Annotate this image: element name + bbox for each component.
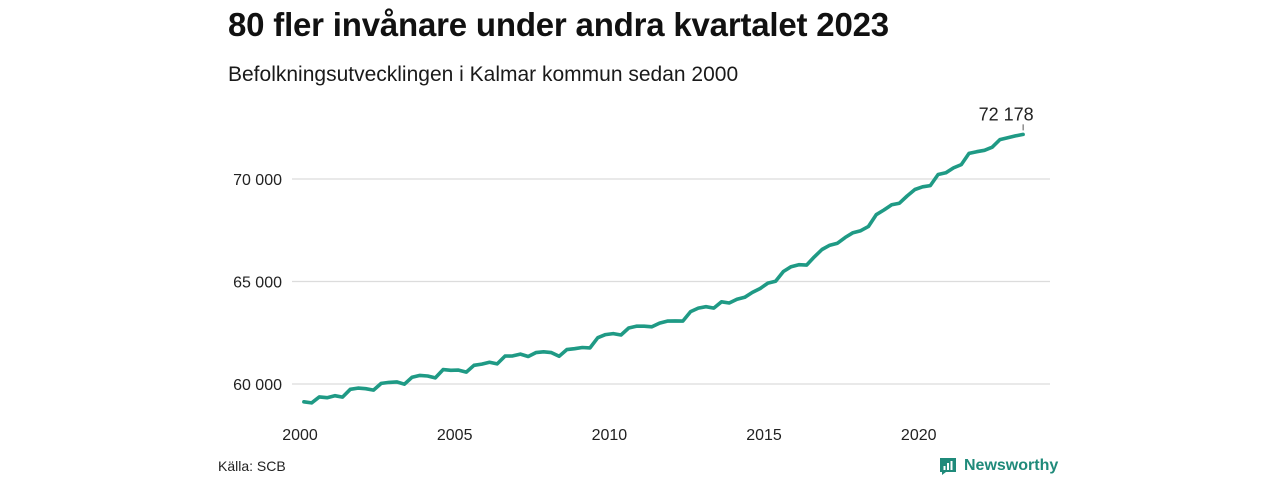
- newsworthy-brand[interactable]: Newsworthy: [938, 456, 1058, 476]
- brand-name: Newsworthy: [964, 457, 1059, 474]
- x-tick-label: 2015: [746, 427, 782, 444]
- gridlines: [292, 178, 1050, 385]
- end-value-label: 72 178: [979, 104, 1034, 124]
- x-tick-label: 2020: [901, 427, 937, 444]
- population-series-line: [302, 132, 1025, 405]
- chart-title: 80 fler invånare under andra kvartalet 2…: [228, 6, 889, 43]
- source-note: Källa: SCB: [218, 458, 286, 474]
- newsworthy-logo-icon: [940, 458, 956, 475]
- chart-subtitle: Befolkningsutvecklingen i Kalmar kommun …: [228, 63, 739, 86]
- x-tick-label: 2000: [282, 427, 318, 444]
- x-tick-label: 2005: [437, 427, 473, 444]
- y-tick-label: 70 000: [233, 172, 282, 189]
- y-axis-tick-labels: 60 000 65 000 70 000: [233, 172, 282, 394]
- x-tick-label: 2010: [592, 427, 628, 444]
- x-axis-tick-labels: 2000 2005 2010 2015 2020: [282, 427, 936, 444]
- y-tick-label: 65 000: [233, 275, 282, 292]
- y-tick-label: 60 000: [233, 377, 282, 394]
